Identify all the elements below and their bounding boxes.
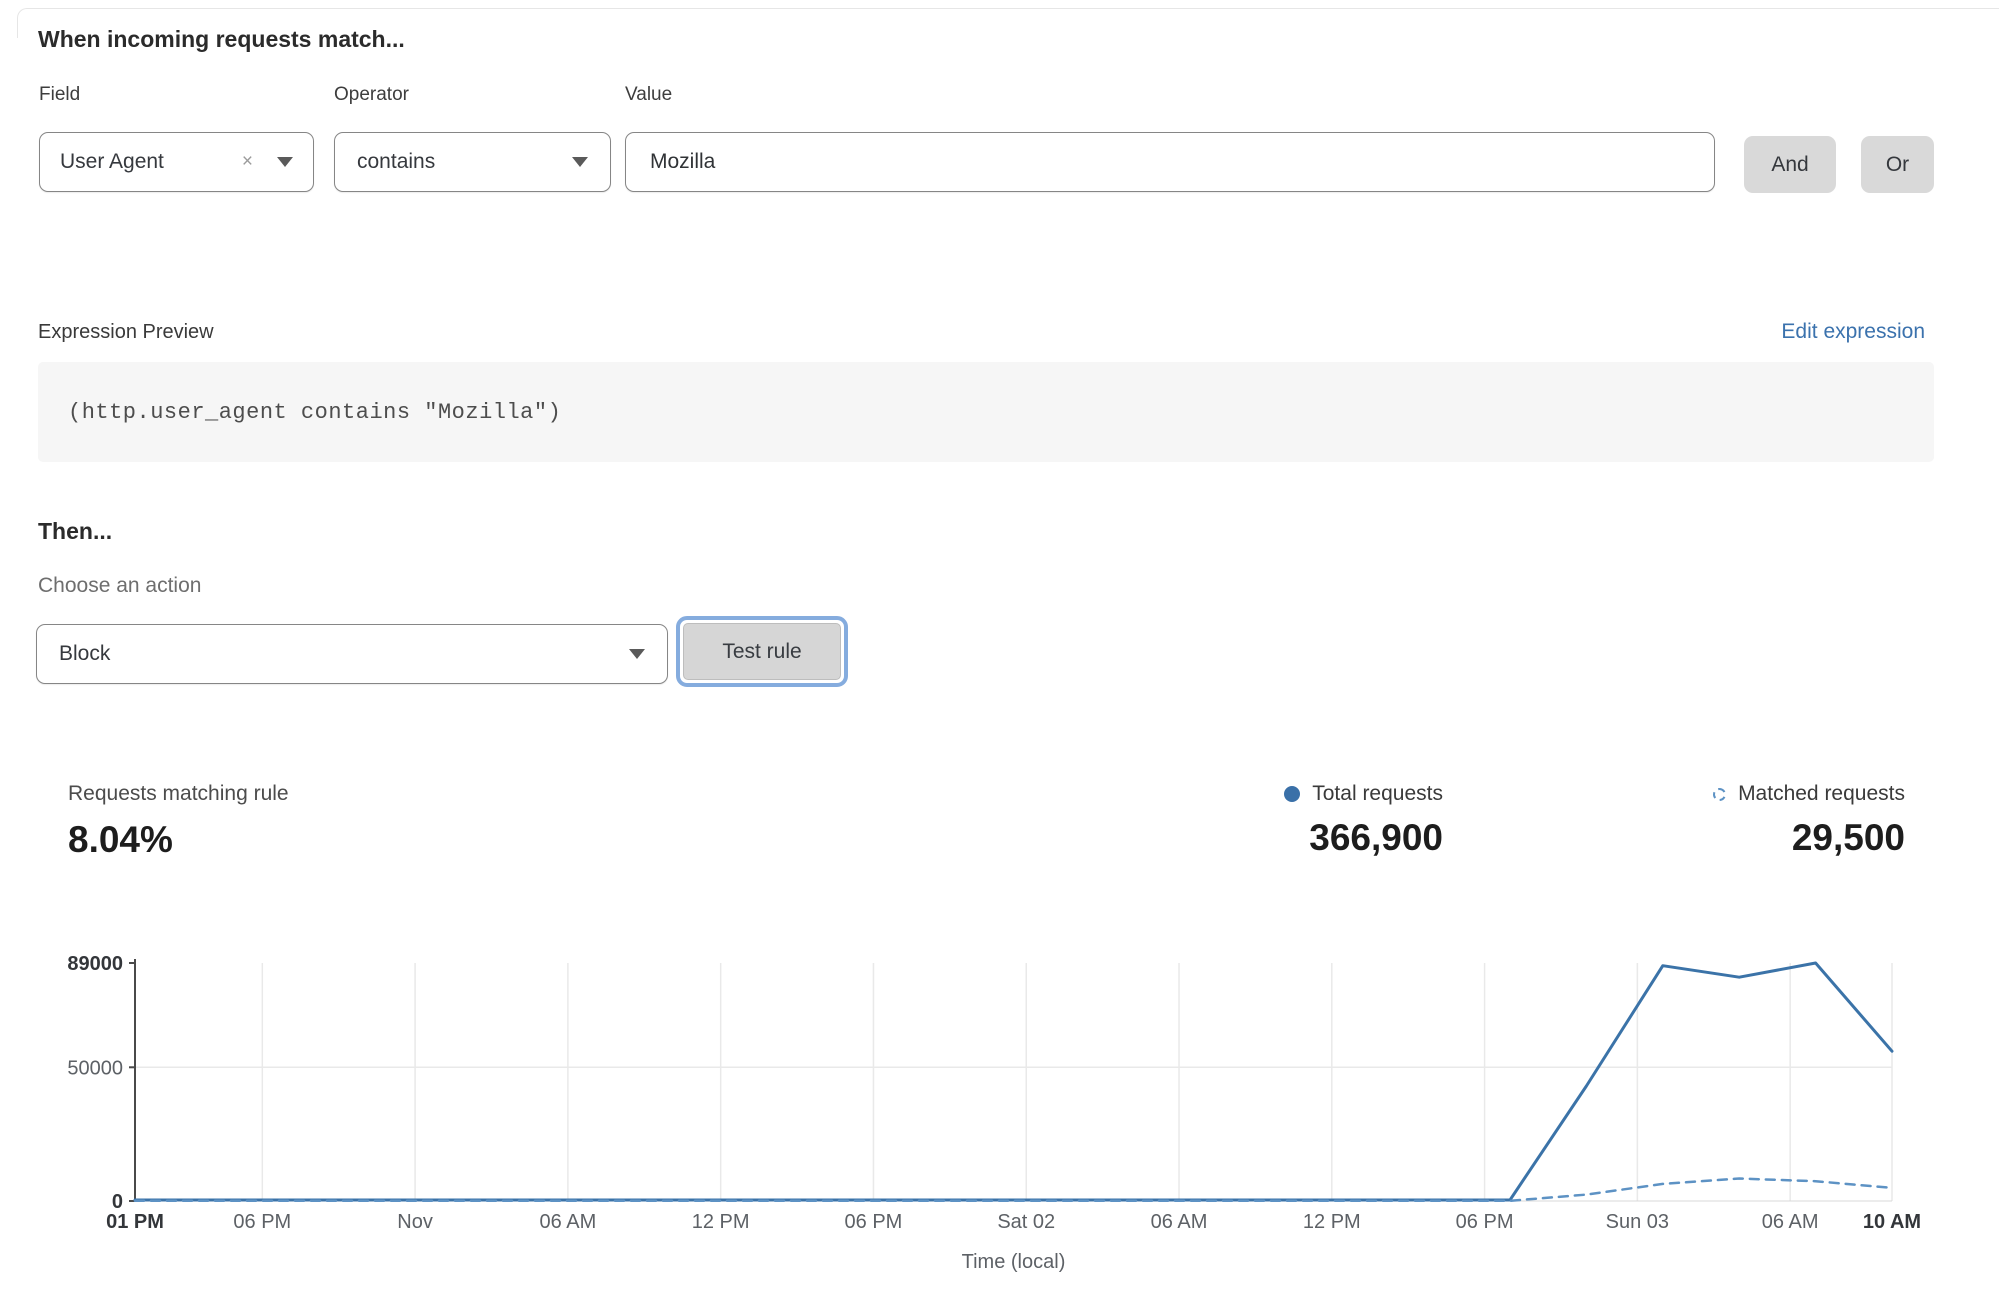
chevron-down-icon[interactable] [572,157,588,167]
svg-text:06 AM: 06 AM [1151,1211,1208,1233]
card-top-edge [17,8,1999,38]
requests-matching-stat: Requests matching rule 8.04% [68,782,289,861]
svg-text:0: 0 [112,1191,123,1213]
svg-text:12 PM: 12 PM [692,1211,750,1233]
svg-text:Time (local): Time (local) [962,1251,1066,1273]
expression-preview-label: Expression Preview [38,321,214,343]
total-requests-value: 366,900 [1309,817,1443,858]
operator-select[interactable]: contains [334,132,611,192]
field-select[interactable]: User Agent × [39,132,314,192]
field-label: Field [39,84,81,105]
value-label: Value [625,84,673,105]
clear-icon[interactable]: × [241,151,253,172]
test-rule-button[interactable]: Test rule [683,623,841,680]
svg-text:06 AM: 06 AM [540,1211,597,1233]
test-rule-focus-ring: Test rule [676,616,848,687]
chevron-down-icon[interactable] [629,649,645,659]
matched-requests-stat: Matched requests 29,500 [1713,782,1905,859]
matched-requests-label: Matched requests [1738,782,1905,805]
expression-preview-box [38,362,1934,462]
or-button[interactable]: Or [1861,136,1934,193]
svg-text:Sun 03: Sun 03 [1606,1211,1669,1233]
rule-match-heading: When incoming requests match... [38,26,405,52]
requests-matching-value: 8.04% [68,819,173,860]
and-button[interactable]: And [1744,136,1836,193]
requests-chart: 01 PM 06 PM Nov 06 AM 12 PM 06 PM Sat 02 06 AM 1… [67,953,1921,1273]
svg-text:01 PM: 01 PM [106,1211,164,1233]
svg-text:Sat 02: Sat 02 [997,1211,1055,1233]
total-requests-legend-dot-icon [1284,786,1301,802]
svg-text:06 PM: 06 PM [1456,1211,1514,1233]
choose-action-label: Choose an action [38,574,202,597]
field-select-value: User Agent [60,150,164,173]
then-heading: Then... [38,518,113,544]
action-select[interactable]: Block [36,624,668,684]
svg-text:06 AM: 06 AM [1762,1211,1819,1233]
svg-text:06 PM: 06 PM [845,1211,903,1233]
value-input[interactable] [625,132,1715,192]
action-select-value: Block [59,642,111,665]
svg-text:89000: 89000 [67,953,123,975]
total-requests-label: Total requests [1312,782,1443,805]
matched-requests-legend-circle-icon [1713,787,1727,801]
chevron-down-icon[interactable] [277,157,293,167]
svg-text:Nov: Nov [397,1211,433,1233]
total-requests-stat: Total requests 366,900 [1284,782,1443,859]
edit-expression-link[interactable]: Edit expression [1781,320,1925,343]
expression-code: (http.user_agent contains "Mozilla") [68,400,562,425]
requests-matching-label: Requests matching rule [68,782,289,805]
operator-label: Operator [334,84,409,105]
matched-requests-value: 29,500 [1791,817,1905,858]
operator-select-value: contains [357,150,436,173]
svg-text:10 AM: 10 AM [1863,1211,1921,1233]
svg-text:06 PM: 06 PM [233,1211,291,1233]
svg-text:12 PM: 12 PM [1303,1211,1361,1233]
svg-text:50000: 50000 [67,1057,123,1079]
